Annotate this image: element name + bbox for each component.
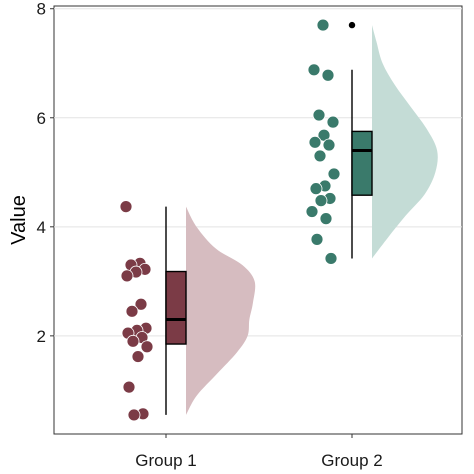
data-point <box>319 212 333 226</box>
box <box>165 270 187 345</box>
density-clouds <box>186 25 438 415</box>
data-points <box>119 18 341 422</box>
y-tick-label: 4 <box>37 218 46 237</box>
data-point <box>308 135 322 149</box>
data-point <box>140 340 154 354</box>
data-point <box>126 334 140 348</box>
density-cloud-1 <box>186 206 256 415</box>
data-point <box>307 63 321 77</box>
data-point <box>322 138 336 152</box>
box <box>351 130 373 196</box>
y-axis-title: Value <box>8 195 30 245</box>
y-tick-label: 6 <box>37 109 46 128</box>
boxplots <box>165 21 373 415</box>
x-axis: Group 1 Group 2 <box>135 434 383 470</box>
data-point <box>305 205 319 218</box>
data-point <box>134 297 148 311</box>
data-point <box>127 408 141 422</box>
data-point <box>125 304 139 318</box>
data-point <box>313 149 327 163</box>
data-point <box>326 115 340 129</box>
data-point <box>120 269 134 283</box>
y-tick-label: 8 <box>37 0 46 19</box>
data-point <box>327 167 341 181</box>
data-point <box>314 194 328 208</box>
x-tick-label: Group 1 <box>135 451 196 470</box>
data-point <box>122 380 136 394</box>
data-point <box>312 108 326 122</box>
data-point <box>324 252 338 265</box>
y-tick-label: 2 <box>37 327 46 346</box>
data-point <box>119 200 133 214</box>
data-point <box>316 18 330 32</box>
data-point <box>131 350 145 363</box>
outlier-point <box>348 21 356 29</box>
data-point <box>309 182 323 196</box>
y-axis: 2 4 6 8 <box>37 0 54 346</box>
data-point <box>321 68 335 82</box>
density-cloud-2 <box>372 25 438 259</box>
x-tick-label: Group 2 <box>321 451 382 470</box>
data-point <box>310 232 324 246</box>
